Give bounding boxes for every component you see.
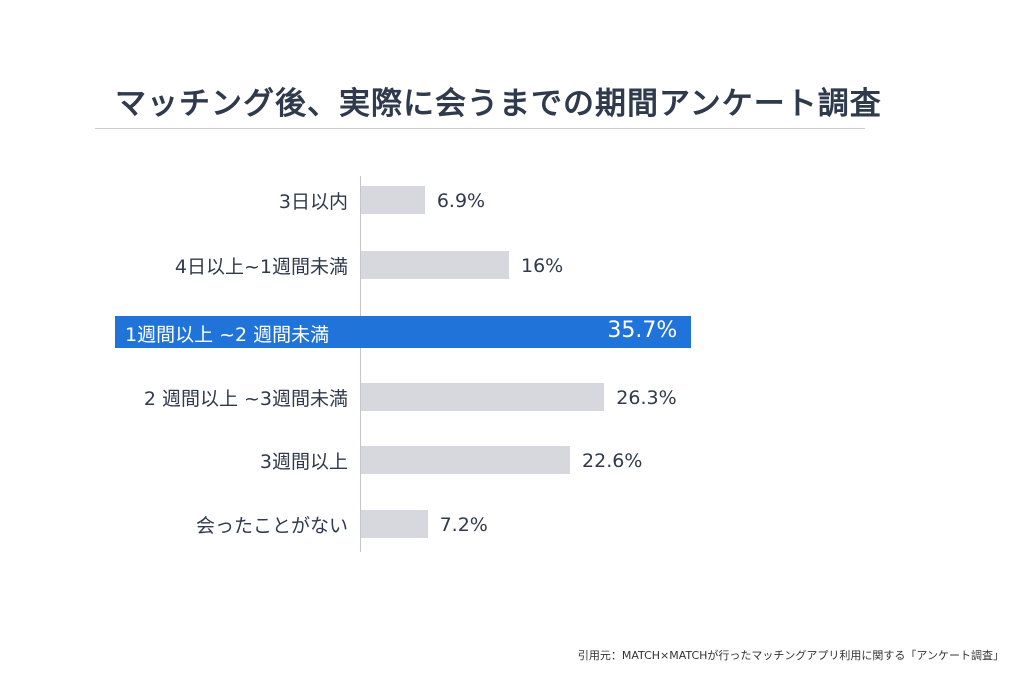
bar: [361, 446, 571, 474]
chart-title: マッチング後、実際に会うまでの期間アンケート調査: [115, 86, 882, 122]
value-label: 26.3%: [616, 387, 677, 409]
value-label: 6.9%: [436, 190, 486, 212]
category-label: 会ったことがない: [195, 515, 348, 537]
value-label: 35.7%: [607, 318, 678, 343]
category-label: 3日以内: [278, 191, 348, 213]
bar: [361, 510, 428, 538]
y-axis-line: [360, 176, 361, 552]
bar-highlight: [115, 316, 692, 348]
bar: [361, 383, 605, 411]
bar: [361, 251, 509, 279]
title-divider: [95, 128, 865, 129]
category-label: 3週間以上: [259, 451, 348, 473]
value-label: 7.2%: [439, 514, 488, 536]
category-label: 4日以上~1週間未満: [174, 256, 348, 278]
value-label: 16%: [521, 255, 564, 277]
value-label: 22.6%: [582, 450, 643, 472]
category-label: 1週間以上 ~2 週間未満: [125, 324, 330, 346]
bar: [361, 186, 425, 214]
source-note: 引用元：MATCH×MATCHが行ったマッチングアプリ利用に関する「アンケート調…: [577, 649, 1004, 662]
category-label: 2 週間以上 ~3週間未満: [143, 388, 348, 410]
